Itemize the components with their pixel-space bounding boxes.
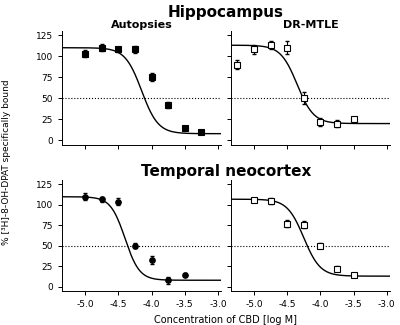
Title: Autopsies: Autopsies — [111, 20, 172, 30]
Title: DR-MTLE: DR-MTLE — [282, 20, 338, 30]
Text: Hippocampus: Hippocampus — [168, 5, 284, 20]
Text: % [³H]-8-OH-DPAT specifically bound: % [³H]-8-OH-DPAT specifically bound — [2, 80, 11, 245]
Text: Concentration of CBD [log M]: Concentration of CBD [log M] — [154, 315, 298, 325]
Text: Temporal neocortex: Temporal neocortex — [141, 164, 311, 179]
